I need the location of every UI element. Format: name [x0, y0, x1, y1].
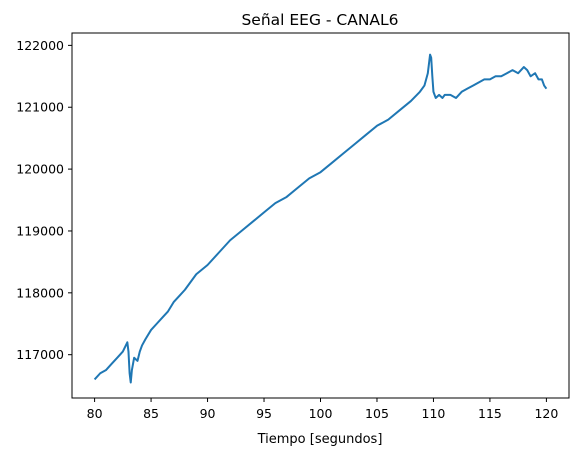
- x-tick-label: 110: [422, 406, 446, 421]
- x-tick-label: 105: [365, 406, 389, 421]
- series-line-0: [93, 53, 548, 384]
- x-axis-label: Tiempo [segundos]: [257, 432, 383, 447]
- x-tick-label: 100: [309, 406, 333, 421]
- y-tick-label: 118000: [16, 285, 64, 300]
- y-tick-label: 120000: [16, 162, 64, 177]
- x-tick-label: 85: [143, 406, 159, 421]
- x-tick-label: 80: [87, 406, 103, 421]
- x-tick-label: 95: [256, 406, 272, 421]
- x-axis-ticks: 80 85 90 95 100 105 110 115 120: [87, 398, 558, 421]
- y-tick-label: 119000: [16, 223, 64, 238]
- plot-series-group: [93, 53, 548, 384]
- y-tick-label: 122000: [16, 38, 64, 53]
- y-axis-ticks: 117000 118000 119000 120000 121000 122000: [16, 38, 72, 362]
- y-tick-label: 121000: [16, 100, 64, 115]
- x-tick-label: 120: [534, 406, 558, 421]
- chart-title: Señal EEG - CANAL6: [241, 11, 398, 29]
- x-tick-label: 115: [478, 406, 502, 421]
- y-tick-label: 117000: [16, 347, 64, 362]
- x-tick-label: 90: [200, 406, 216, 421]
